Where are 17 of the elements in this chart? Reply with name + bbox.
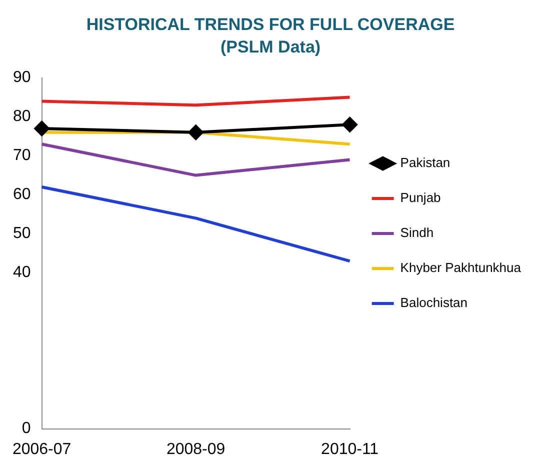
- legend-label: Punjab: [400, 190, 441, 206]
- legend-label: Khyber Pakhtunkhua: [400, 260, 522, 276]
- chart-subtitle: (PSLM Data): [220, 37, 321, 56]
- legend-label: Sindh: [400, 225, 434, 240]
- legend-label: Balochistan: [400, 295, 468, 310]
- legend-label: Pakistan: [400, 155, 450, 170]
- chart-title: HISTORICAL TRENDS FOR FULL COVERAGE: [86, 14, 455, 34]
- y-tick-label: 90: [13, 69, 31, 86]
- y-tick-label: 80: [13, 108, 31, 126]
- x-tick-label: 2006-07: [12, 440, 72, 458]
- y-tick-label: 70: [13, 147, 31, 164]
- y-tick-label: 60: [13, 186, 31, 204]
- y-tick-label: 50: [13, 225, 31, 242]
- x-tick-label: 2008-09: [166, 440, 226, 458]
- x-tick-label: 2010-11: [321, 440, 379, 458]
- y-tick-label: 40: [13, 264, 31, 282]
- y-tick-label: 0: [22, 420, 31, 438]
